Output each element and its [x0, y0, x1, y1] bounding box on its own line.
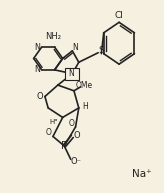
Text: O: O	[37, 92, 43, 101]
Text: Cl: Cl	[115, 11, 123, 20]
Text: H: H	[82, 102, 88, 112]
Text: S: S	[98, 46, 104, 55]
Text: O: O	[46, 128, 52, 137]
Text: N: N	[35, 42, 41, 52]
Text: O⁻: O⁻	[70, 157, 81, 166]
Text: P: P	[61, 141, 67, 151]
Text: H": H"	[50, 119, 58, 125]
Text: OMe: OMe	[76, 81, 93, 90]
FancyBboxPatch shape	[65, 68, 79, 80]
Text: N: N	[73, 42, 78, 52]
Text: O: O	[69, 119, 74, 128]
Text: N: N	[35, 65, 41, 74]
Text: Na⁺: Na⁺	[132, 169, 152, 179]
Text: N: N	[69, 69, 74, 78]
Text: O: O	[73, 131, 80, 140]
Text: NH₂: NH₂	[45, 32, 61, 41]
